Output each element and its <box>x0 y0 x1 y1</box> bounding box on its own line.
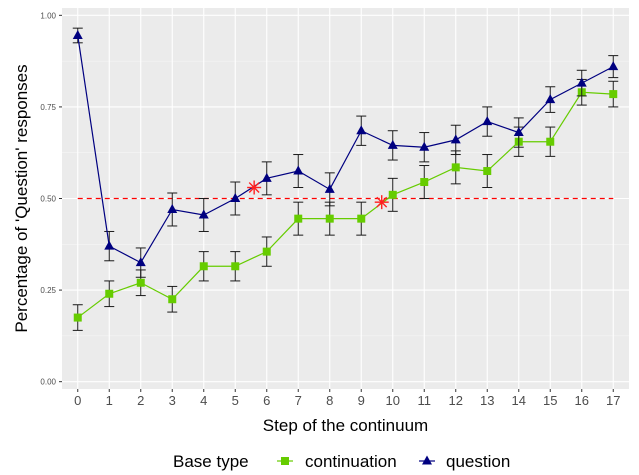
data-point <box>451 163 460 172</box>
series-continuation <box>72 78 619 331</box>
x-tick-label: 9 <box>358 393 365 408</box>
data-point <box>356 125 367 135</box>
crossover-marker <box>247 180 262 195</box>
data-point <box>136 278 145 287</box>
x-tick-label: 3 <box>169 393 176 408</box>
crossover-stroke <box>248 182 260 193</box>
data-point <box>513 127 524 137</box>
crossover-layer <box>247 180 389 210</box>
grid-minor <box>62 60 629 337</box>
x-tick-label: 10 <box>386 393 400 408</box>
crossover-stroke <box>376 196 388 208</box>
x-axis-title: Step of the continuum <box>263 416 428 435</box>
legend-key-square <box>281 457 289 465</box>
legend-items: continuation question <box>277 452 510 471</box>
legend-item-continuation: continuation <box>277 452 397 471</box>
data-point <box>419 141 430 151</box>
x-tick-label: 15 <box>543 393 557 408</box>
data-point <box>293 165 304 175</box>
data-point <box>576 77 587 87</box>
series-question <box>72 27 619 278</box>
y-axis-title: Percentage of 'Question' responses <box>12 64 31 332</box>
data-point <box>230 193 241 202</box>
x-tick-label: 12 <box>449 393 463 408</box>
data-point <box>325 214 334 223</box>
x-tick-label: 13 <box>480 393 494 408</box>
data-point <box>482 116 493 126</box>
data-point <box>420 178 429 187</box>
legend-label: continuation <box>305 452 397 471</box>
data-point <box>324 183 335 193</box>
data-point <box>387 139 398 149</box>
legend-key-triangle <box>422 455 432 465</box>
data-point <box>199 262 208 271</box>
legend-item-question: question <box>419 452 510 471</box>
data-point <box>357 214 366 223</box>
y-tick-label: 0.25 <box>40 286 56 295</box>
legend-title: Base type <box>173 452 249 471</box>
data-point <box>231 262 240 271</box>
y-tick-label: 0.50 <box>40 195 56 204</box>
data-point <box>73 313 82 322</box>
data-point <box>261 172 272 182</box>
data-point <box>546 137 555 146</box>
x-tick-label: 11 <box>418 393 432 408</box>
crossover-marker <box>374 195 389 210</box>
x-tick-label: 16 <box>575 393 589 408</box>
data-point <box>483 167 492 176</box>
y-axis-ticks: 0.00 0.25 0.50 0.75 1.00 <box>40 11 62 387</box>
x-tick-label: 0 <box>74 393 81 408</box>
data-point <box>608 61 619 71</box>
data-point <box>168 295 177 304</box>
data-point <box>198 209 209 219</box>
x-tick-label: 2 <box>137 393 144 408</box>
x-tick-label: 1 <box>106 393 113 408</box>
x-tick-label: 5 <box>232 393 239 408</box>
legend-label: question <box>446 452 510 471</box>
x-tick-label: 8 <box>326 393 333 408</box>
x-tick-label: 6 <box>263 393 270 408</box>
legend: Base type continuation question <box>173 452 510 471</box>
series-line <box>77 91 614 319</box>
x-tick-label: 17 <box>606 393 620 408</box>
data-point <box>388 190 397 199</box>
y-tick-label: 0.75 <box>40 103 56 112</box>
data-point <box>167 203 178 213</box>
data-point <box>104 240 115 250</box>
data-point <box>609 90 618 99</box>
data-point <box>72 29 83 39</box>
series-layer <box>72 27 619 331</box>
x-axis-ticks: 0 1 2 3 4 5 6 7 8 9 10 11 12 13 14 15 16 17 <box>74 389 620 408</box>
data-point <box>450 134 461 144</box>
data-point <box>135 257 146 267</box>
y-tick-label: 0.00 <box>40 378 56 387</box>
data-point <box>105 289 114 298</box>
data-point <box>545 94 556 104</box>
x-tick-label: 14 <box>512 393 526 408</box>
x-tick-label: 4 <box>200 393 207 408</box>
data-point <box>262 247 271 256</box>
series-line <box>77 35 614 264</box>
x-tick-label: 7 <box>295 393 302 408</box>
data-point <box>294 214 303 223</box>
y-tick-label: 1.00 <box>40 11 56 20</box>
